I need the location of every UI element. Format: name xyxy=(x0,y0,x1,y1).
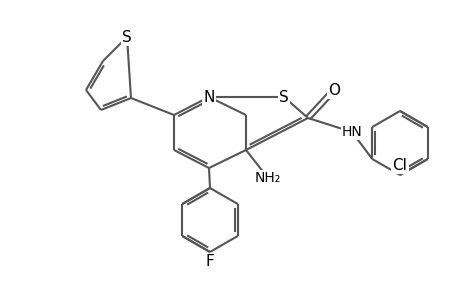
Text: NH₂: NH₂ xyxy=(254,171,280,185)
Text: N: N xyxy=(203,89,214,104)
Text: S: S xyxy=(122,29,132,44)
Text: S: S xyxy=(279,89,288,104)
Text: HN: HN xyxy=(341,125,362,139)
Text: F: F xyxy=(205,254,214,269)
Text: O: O xyxy=(327,82,339,98)
Text: Cl: Cl xyxy=(392,158,407,172)
